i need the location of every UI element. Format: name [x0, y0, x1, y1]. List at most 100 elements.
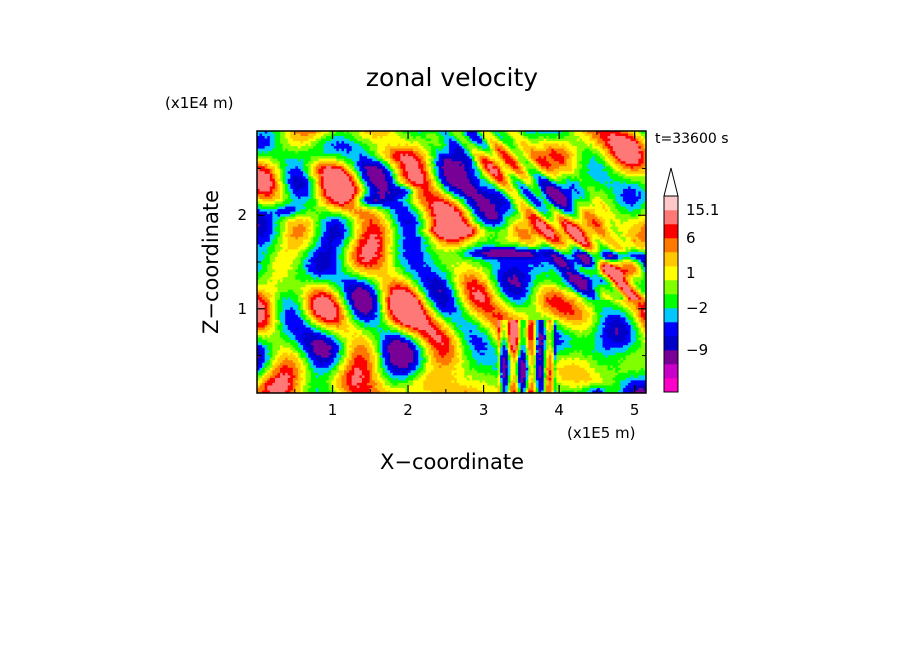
field-cell: [397, 156, 401, 160]
field-cell: [556, 186, 560, 190]
field-cell: [571, 206, 575, 210]
field-cell: [566, 163, 570, 167]
field-cell: [617, 168, 622, 172]
field-cell: [495, 211, 499, 215]
field-cell: [489, 211, 494, 215]
field-cell: [479, 171, 483, 175]
field-cell: [484, 193, 488, 198]
field-cell: [477, 133, 481, 137]
field-cell: [643, 156, 646, 160]
field-cell: [474, 186, 478, 190]
field-cell: [443, 136, 447, 140]
field-cell: [569, 176, 573, 180]
field-cell: [359, 171, 363, 175]
field-cell: [448, 196, 453, 200]
field-cell: [320, 166, 325, 170]
field-cell: [487, 168, 491, 172]
field-cell: [548, 188, 552, 193]
field-cell: [285, 199, 289, 203]
field-cell: [635, 178, 639, 182]
field-cell: [433, 158, 437, 162]
field-cell: [407, 183, 412, 188]
field-cell: [323, 131, 327, 135]
field-cell: [589, 133, 593, 137]
field-cell: [313, 171, 317, 175]
field-cell: [354, 191, 358, 195]
field-cell: [602, 148, 606, 152]
field-cell: [336, 156, 340, 160]
field-cell: [415, 168, 419, 172]
field-cell: [505, 141, 509, 145]
field-cell: [379, 143, 383, 147]
field-cell: [576, 176, 581, 180]
field-cell: [361, 163, 366, 167]
field-cell: [354, 143, 358, 147]
field-cell: [528, 186, 532, 190]
field-cell: [259, 193, 263, 198]
field-cell: [512, 204, 517, 208]
field-cell: [556, 171, 560, 175]
field-cell: [377, 181, 381, 185]
field-cell: [259, 148, 263, 152]
field-cell: [410, 163, 414, 167]
field-cell: [518, 211, 522, 215]
field-cell: [630, 131, 634, 135]
field-cell: [400, 178, 404, 182]
field-cell: [507, 156, 511, 160]
field-cell: [285, 148, 289, 152]
field-cell: [579, 171, 583, 175]
field-cell: [259, 161, 263, 165]
field-cell: [377, 183, 381, 188]
field-cell: [607, 204, 611, 208]
field-cell: [466, 178, 471, 182]
field-cell: [267, 204, 271, 208]
field-cell: [502, 148, 506, 152]
field-cell: [479, 181, 483, 185]
field-cell: [459, 158, 463, 162]
field-cell: [497, 178, 501, 182]
field-cell: [454, 183, 458, 188]
field-cell: [262, 168, 266, 172]
field-cell: [320, 158, 325, 162]
field-cell: [272, 151, 276, 155]
field-cell: [448, 173, 453, 177]
field-cell: [477, 191, 481, 195]
field-cell: [310, 166, 314, 170]
field-cell: [331, 181, 335, 185]
field-cell: [620, 188, 624, 193]
field-cell: [274, 146, 279, 150]
field-cell: [280, 171, 284, 175]
field-cell: [392, 131, 396, 135]
field-cell: [285, 178, 289, 182]
field-cell: [474, 168, 478, 172]
field-cell: [390, 201, 394, 205]
field-cell: [628, 163, 632, 167]
field-cell: [300, 136, 304, 140]
field-cell: [397, 173, 401, 177]
field-cell: [564, 201, 568, 205]
field-cell: [561, 158, 565, 162]
field-cell: [297, 173, 302, 177]
field-cell: [566, 211, 570, 215]
field-cell: [489, 206, 494, 210]
field-cell: [638, 143, 642, 147]
field-cell: [605, 206, 609, 210]
field-cell: [543, 176, 547, 180]
field-cell: [638, 188, 642, 193]
field-cell: [520, 148, 524, 152]
field-cell: [635, 188, 639, 193]
field-cell: [318, 146, 322, 150]
field-cell: [599, 183, 604, 188]
field-cell: [556, 188, 560, 193]
field-cell: [433, 143, 437, 147]
field-cell: [538, 188, 542, 193]
field-cell: [285, 206, 289, 210]
field-cell: [338, 166, 343, 170]
field-cell: [454, 156, 458, 160]
field-cell: [387, 176, 391, 180]
field-cell: [308, 176, 312, 180]
field-cell: [326, 191, 330, 195]
field-cell: [512, 186, 517, 190]
field-cell: [602, 176, 606, 180]
field-cell: [518, 138, 522, 142]
